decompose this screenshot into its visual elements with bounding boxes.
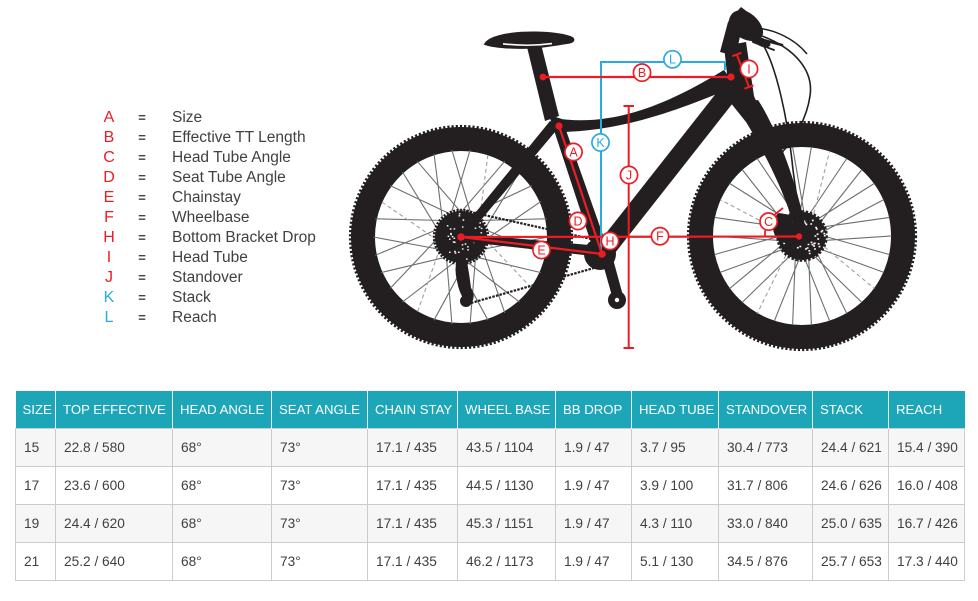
svg-text:J: J <box>626 168 632 182</box>
svg-text:F: F <box>656 230 664 244</box>
svg-text:C: C <box>764 215 773 229</box>
svg-text:B: B <box>638 66 646 80</box>
svg-text:K: K <box>596 136 605 150</box>
svg-text:A: A <box>569 145 578 159</box>
svg-text:H: H <box>605 234 614 248</box>
svg-text:E: E <box>537 243 545 257</box>
svg-text:D: D <box>573 214 582 228</box>
svg-text:L: L <box>669 53 676 67</box>
svg-text:I: I <box>747 62 750 76</box>
